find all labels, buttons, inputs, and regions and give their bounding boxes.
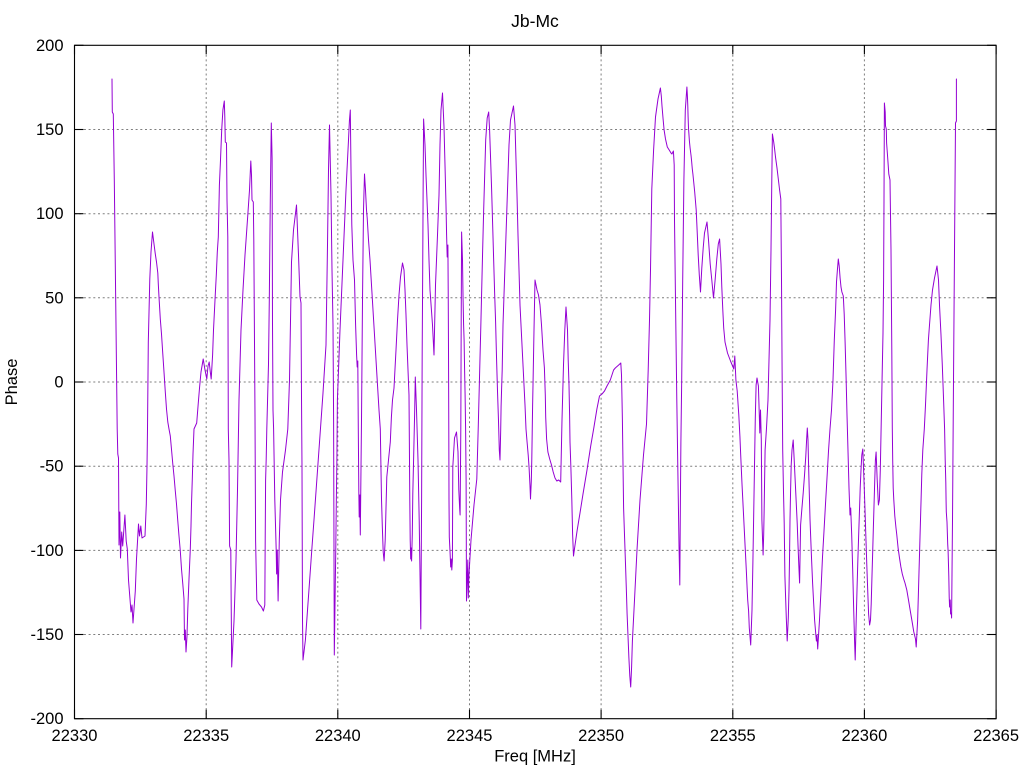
svg-text:100: 100 <box>36 205 64 223</box>
svg-text:22330: 22330 <box>52 727 98 745</box>
svg-text:200: 200 <box>36 37 64 55</box>
svg-text:22340: 22340 <box>315 727 361 745</box>
svg-text:Jb-Mc: Jb-Mc <box>511 11 559 31</box>
svg-text:22350: 22350 <box>578 727 624 745</box>
svg-text:22345: 22345 <box>447 727 493 745</box>
svg-text:0: 0 <box>54 374 63 392</box>
svg-text:-200: -200 <box>30 710 63 728</box>
svg-text:22355: 22355 <box>710 727 756 745</box>
svg-text:50: 50 <box>45 289 63 307</box>
svg-text:22360: 22360 <box>841 727 887 745</box>
svg-text:22365: 22365 <box>973 727 1019 745</box>
svg-text:-50: -50 <box>40 458 64 476</box>
svg-text:-100: -100 <box>30 542 63 560</box>
svg-text:-150: -150 <box>30 626 63 644</box>
svg-text:Freq [MHz]: Freq [MHz] <box>494 748 576 766</box>
svg-text:150: 150 <box>36 121 64 139</box>
svg-text:Phase: Phase <box>3 359 21 406</box>
svg-text:22335: 22335 <box>183 727 229 745</box>
